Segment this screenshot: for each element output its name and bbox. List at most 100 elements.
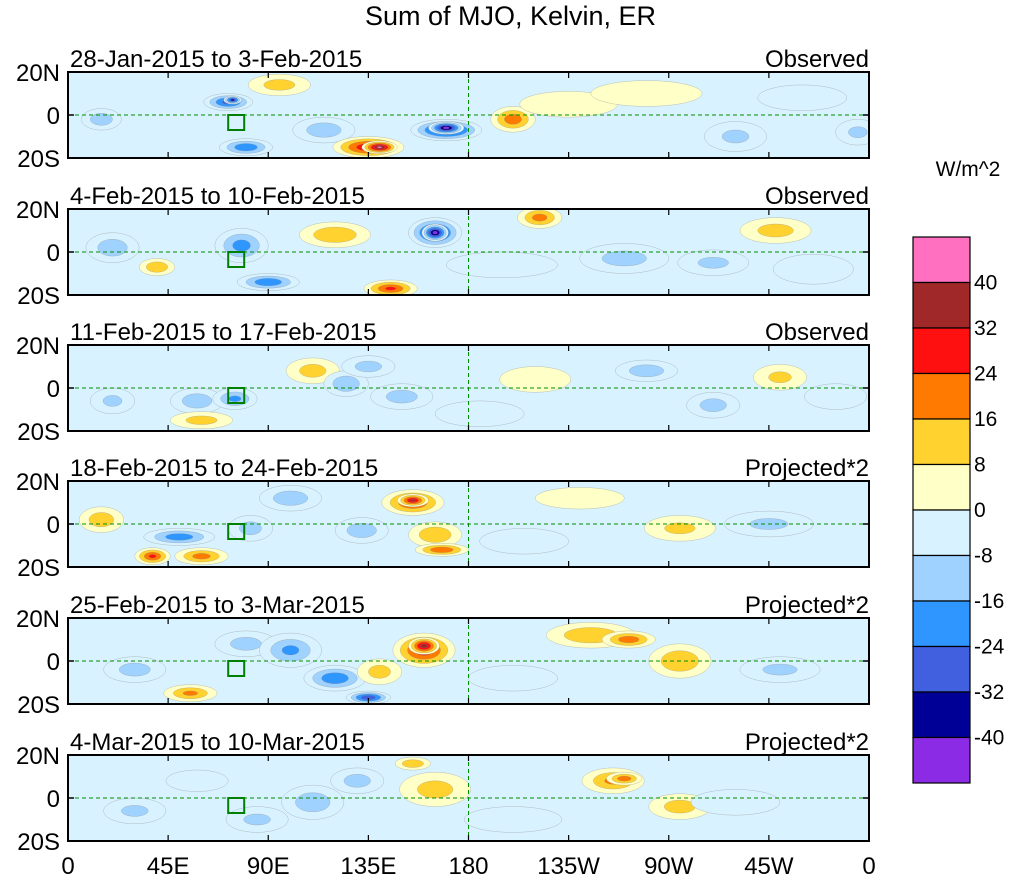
lat-tick-label: 0 [47,376,60,403]
anomaly-blob [78,506,124,533]
panel-period-label: 25-Feb-2015 to 3-Mar-2015 [70,592,365,619]
anomaly-blob [757,84,847,111]
anomaly-blob [341,355,396,378]
anomaly-blob [225,806,289,833]
colorbar-tick-label: 8 [974,454,986,477]
lon-tick-label: 135W [537,853,600,880]
colorbar-tick-label: 16 [974,408,997,431]
lat-tick-label: 20N [16,743,60,770]
panel-type-label: Projected*2 [745,729,869,756]
anomaly-blob [463,806,563,833]
anomaly-blob [753,364,807,391]
colorbar-swatch [912,509,971,557]
anomaly-blob [490,106,536,133]
colorbar-swatch [912,691,971,739]
anomaly-blob [259,485,322,512]
lat-tick-label: 0 [47,649,60,676]
anomaly-blob [330,767,385,794]
panel-period-label: 18-Feb-2015 to 24-Feb-2015 [70,455,378,482]
lon-tick-label: 180 [448,853,488,880]
lon-tick-label: 0 [61,853,74,880]
anomaly-blob [517,209,563,229]
colorbar-units-label: W/m^2 [936,158,1001,181]
anomaly-blob [408,521,463,548]
anomaly-blob [690,789,781,816]
anomaly-blob [281,784,345,820]
anomaly-blob [677,249,750,276]
anomaly-blob [739,656,821,683]
anomaly-blob [323,370,369,397]
anomaly-blob [163,684,218,703]
anomaly-blob [773,254,854,285]
anomaly-blob [606,771,643,786]
lat-tick-label: 0 [47,103,60,130]
panel-period-label: 11-Feb-2015 to 17-Feb-2015 [70,319,376,346]
lat-tick-label: 0 [47,240,60,267]
anomaly-blob [143,528,216,546]
anomaly-blob [357,658,403,685]
anomaly-blob [835,119,869,146]
anomaly-blob [434,400,525,427]
lat-tick-label: 20S [17,283,60,310]
region-box [227,251,246,268]
anomaly-blob [299,221,371,248]
anomaly-blob [479,528,569,555]
anomaly-blob [414,543,469,557]
panel-period-label: 4-Feb-2015 to 10-Feb-2015 [70,183,365,210]
anomaly-blob [85,232,140,263]
lon-tick-label: 45W [744,853,794,880]
panel-type-label: Observed [765,46,869,73]
colorbar-tick-label: 24 [974,363,998,386]
panel-type-label: Observed [765,319,869,346]
lon-tick-label: 45E [147,853,190,880]
anomaly-blob [686,392,741,419]
anomaly-blob [219,138,273,157]
anomaly-blob [81,108,122,131]
colorbar-tick-label: -8 [974,545,993,568]
colorbar-tick-label: 0 [974,499,986,522]
anomaly-blob [236,273,300,291]
colorbar-swatch [912,281,971,329]
anomaly-blob [804,383,868,410]
anomaly-blob [408,637,440,655]
colorbar-swatch [912,327,971,375]
lat-tick-label: 0 [47,512,60,539]
region-box [227,387,246,404]
anomaly-blob [590,80,703,107]
region-box [227,660,246,677]
anomaly-blob [223,95,242,105]
figure-title: Sum of MJO, Kelvin, ER [364,1,657,31]
anomaly-blob [303,665,367,692]
lat-tick-label: 20N [16,60,60,87]
panel-2: 20N 0 20S 4-Feb-2015 to 10-Feb-2015 Observed [16,183,870,310]
anomaly-blob [446,251,558,278]
anomaly-blob [285,357,340,384]
lat-tick-label: 20S [17,829,60,856]
lat-tick-label: 20S [17,692,60,719]
lat-tick-label: 20N [16,333,60,360]
anomaly-blob [247,73,311,96]
anomaly-blob [138,258,175,276]
colorbar-swatch [912,736,971,784]
colorbar-tick-label: -40 [974,727,1004,750]
anomaly-blob [644,515,716,542]
panel-type-label: Projected*2 [745,592,869,619]
lon-tick-label: 0 [862,853,875,880]
anomaly-blob [212,387,258,410]
lat-tick-label: 0 [47,786,60,813]
panel-type-label: Observed [765,183,869,210]
colorbar-swatch [912,372,971,420]
colorbar-tick-label: -32 [974,681,1004,704]
anomaly-blob [89,387,135,414]
anomaly-blob [397,493,429,508]
anomaly-blob [227,515,273,542]
anomaly-blob [170,387,224,414]
panel-period-label: 28-Jan-2015 to 3-Feb-2015 [70,46,362,73]
colorbar: W/m^2 40 32 24 16 8 0 -8 -16 -24 -32 -40 [912,158,1005,784]
region-box [227,797,246,814]
colorbar-swatch [912,463,971,511]
anomaly-blob [370,383,434,410]
anomaly-blob [134,547,171,566]
lon-tick-label: 90W [644,853,694,880]
